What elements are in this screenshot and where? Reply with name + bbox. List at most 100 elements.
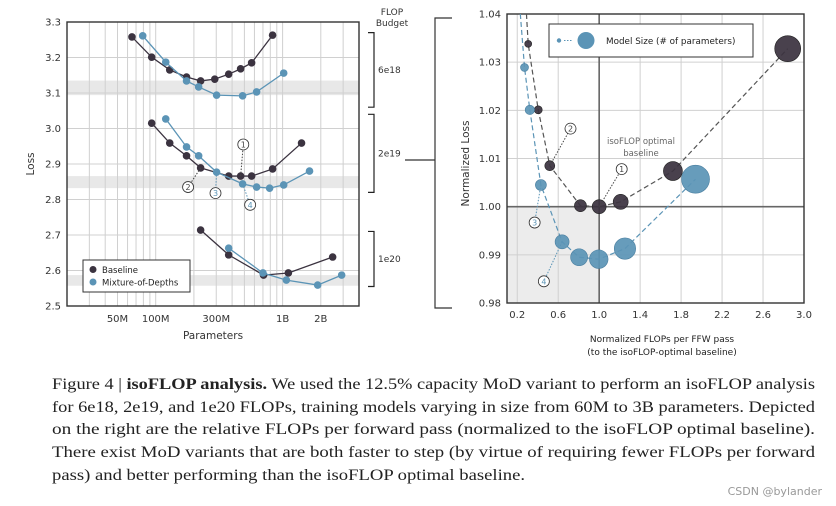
data-point-baseline [524, 40, 532, 48]
optimal-band-2e19 [67, 176, 359, 189]
x-tick-label: 2B [314, 314, 327, 325]
data-point-baseline [224, 70, 233, 78]
x-axis-label: (to the isoFLOP-optimal baseline) [587, 348, 736, 358]
data-point-mod [524, 104, 535, 115]
annotation-leader [240, 144, 244, 177]
budget-label: 2e19 [378, 149, 401, 159]
data-point-mod [138, 32, 147, 40]
data-point-baseline [574, 199, 587, 213]
budget-bracket [368, 32, 375, 108]
y-tick-label: 0.99 [479, 250, 501, 261]
x-tick-label: 300M [202, 314, 230, 325]
annotation-leader [543, 241, 563, 282]
annotation-label: 4 [541, 277, 546, 286]
data-point-baseline [165, 139, 174, 147]
x-tick-label: 1.0 [591, 310, 607, 321]
legend-marker-small [556, 38, 562, 43]
series-line-baseline-1e20 [200, 229, 333, 276]
data-point-baseline [612, 194, 629, 210]
data-point-mod [681, 164, 710, 194]
legend-entry: Mixture-of-Depths [102, 279, 179, 289]
data-point-baseline [224, 251, 233, 259]
data-point-mod [305, 167, 314, 175]
y-axis-label: Normalized Loss [460, 121, 472, 207]
x-tick-label: 50M [107, 314, 128, 325]
annotation-label: 2 [186, 183, 191, 192]
data-point-mod [194, 83, 203, 91]
annotation-leader [549, 128, 571, 166]
optimal-band-6e18 [67, 80, 359, 96]
data-point-baseline [663, 161, 683, 181]
reference-label: isoFLOP optimal [607, 137, 675, 147]
legend-marker-baseline [89, 266, 97, 273]
annotation-marker [615, 163, 628, 175]
annotation-marker [209, 187, 222, 200]
x-tick-label: 0.2 [509, 310, 525, 321]
data-point-baseline [328, 253, 337, 261]
data-point-mod [279, 69, 288, 77]
y-tick-label: 3.1 [45, 89, 61, 100]
x-tick-label: 1.4 [632, 310, 648, 321]
data-point-mod [194, 152, 203, 160]
budget-label: 1e20 [378, 255, 401, 265]
y-axis-label: Loss [25, 152, 37, 175]
data-point-mod [212, 91, 221, 99]
data-point-baseline [284, 269, 293, 277]
y-tick-label: 2.7 [45, 231, 61, 242]
caption-line: on the right are the relative FLOPs per … [52, 421, 815, 438]
figure-label: Figure 4 | [52, 376, 126, 393]
annotation-marker [237, 138, 250, 151]
budget-header: Budget [376, 19, 409, 29]
y-tick-label: 3.0 [45, 124, 61, 135]
y-tick-label: 2.9 [45, 160, 61, 171]
annotation-label: 3 [213, 189, 218, 198]
annotation-leader [598, 168, 623, 207]
x-tick-label: 2.2 [714, 310, 730, 321]
annotation-leader [215, 172, 218, 194]
optimal-band-1e20 [67, 275, 359, 286]
data-point-mod [182, 77, 191, 85]
caption-line: pass) and better performing than the iso… [52, 467, 525, 484]
y-tick-label: 2.5 [45, 302, 61, 313]
annotation-marker [537, 275, 550, 288]
x-axis-label: Parameters [183, 330, 243, 342]
annotation-marker [244, 198, 257, 211]
caption-text: We used the 12.5% capacity MoD variant t… [267, 376, 815, 393]
legend-entry: Model Size (# of parameters) [606, 37, 735, 47]
data-point-mod [570, 248, 588, 267]
data-point-baseline [210, 75, 219, 83]
data-point-mod [238, 92, 247, 100]
budget-bracket [368, 113, 375, 193]
plot-frame [506, 13, 805, 304]
y-tick-label: 1.03 [479, 58, 501, 69]
legend-box [82, 259, 191, 293]
data-point-baseline [297, 139, 306, 147]
data-point-mod [224, 244, 233, 252]
data-point-mod [161, 58, 170, 66]
data-point-mod [337, 271, 346, 279]
data-point-mod [282, 276, 291, 284]
budget-header: FLOP [381, 8, 404, 18]
data-point-mod [161, 115, 170, 123]
caption-line: There exist MoD variants that are both f… [52, 444, 815, 461]
data-point-mod [182, 143, 191, 151]
legend-marker-mod [89, 278, 97, 286]
data-point-baseline [128, 33, 136, 41]
data-point-mod [589, 249, 609, 269]
figure-title: isoFLOP analysis. [126, 376, 267, 393]
x-tick-label: 3.0 [796, 310, 812, 321]
y-tick-label: 1.02 [479, 106, 501, 117]
data-point-mod [520, 63, 529, 72]
legend: Model Size (# of parameters) [548, 23, 754, 58]
data-point-baseline [147, 119, 156, 127]
watermark: CSDN @bylander [728, 485, 823, 498]
annotation-label: 3 [532, 219, 537, 228]
data-point-mod [252, 88, 261, 96]
annotation-label: 4 [248, 201, 253, 210]
y-tick-label: 1.04 [479, 10, 501, 21]
y-tick-label: 0.98 [479, 299, 501, 310]
annotation-label: 1 [619, 165, 624, 174]
data-point-baseline [774, 35, 802, 62]
y-tick-label: 1.01 [479, 154, 501, 165]
